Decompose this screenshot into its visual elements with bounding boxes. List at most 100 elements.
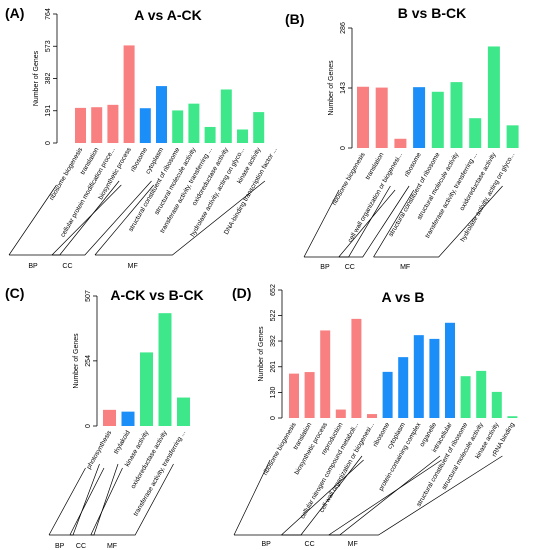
group-label-cc: CC — [305, 541, 315, 548]
bar-bp — [123, 45, 135, 143]
bar-bp — [351, 318, 362, 418]
y-tick-label: 382 — [45, 73, 52, 85]
y-axis-label: Number of Genes — [73, 333, 80, 389]
group-bracket-cc — [281, 455, 441, 536]
bar-cc — [398, 357, 409, 418]
y-tick-label: 573 — [45, 40, 52, 52]
bar-mf — [140, 352, 153, 426]
y-tick-label: 0 — [85, 424, 92, 428]
bar-cc — [121, 411, 135, 426]
bar-cc — [139, 108, 151, 143]
y-tick-label: 286 — [340, 22, 347, 34]
y-axis-label: Number of Genes — [33, 50, 40, 106]
y-axis-label: Number of Genes — [328, 60, 335, 116]
bar-bp — [357, 86, 369, 148]
bar-mf — [460, 376, 471, 418]
group-label-mf: MF — [400, 264, 410, 271]
bar-bp — [335, 409, 346, 418]
group-bracket-mf — [328, 455, 503, 536]
panel-label: (D) — [232, 285, 251, 301]
y-tick-label: 130 — [270, 387, 277, 399]
group-label-mf: MF — [348, 541, 358, 548]
chart-title: A vs A-CK — [134, 7, 201, 23]
bar-mf — [253, 112, 265, 143]
category-label: translation — [364, 151, 385, 181]
group-bracket-mf — [94, 180, 266, 256]
group-label-bp: BP — [55, 543, 65, 550]
bar-bp — [367, 414, 377, 418]
group-label-bp: BP — [261, 541, 271, 548]
category-label: thylakoid — [113, 429, 132, 455]
bar-mf — [188, 103, 200, 143]
bar-bp — [289, 373, 299, 418]
bar-bp — [103, 409, 116, 426]
bar-mf — [476, 370, 487, 418]
bar-mf — [507, 416, 518, 418]
y-tick-label: 764 — [45, 8, 52, 20]
bar-cc — [382, 371, 393, 418]
bar-bp — [75, 107, 86, 143]
chart-title: A-CK vs B-CK — [110, 287, 203, 303]
category-label: ribosome — [403, 151, 423, 178]
group-bracket-mf — [373, 185, 503, 258]
y-tick-label: 254 — [85, 355, 92, 367]
y-tick-label: 143 — [340, 82, 347, 94]
group-label-cc: CC — [76, 543, 86, 550]
group-bracket-cc — [51, 180, 152, 256]
group-label-bp: BP — [28, 263, 38, 270]
group-label-mf: MF — [128, 263, 138, 270]
bar-bp — [320, 330, 331, 418]
y-tick-label: 652 — [270, 284, 277, 296]
group-bracket-cc — [338, 185, 410, 258]
bar-mf — [431, 91, 444, 148]
y-tick-label: 0 — [45, 141, 52, 145]
group-label-cc: CC — [62, 263, 72, 270]
bar-cc — [156, 86, 167, 143]
bar-bp — [304, 372, 315, 418]
bar-mf — [506, 125, 519, 148]
chart-title: A vs B — [381, 289, 424, 305]
bar-bp — [394, 138, 407, 148]
panel-label: (A) — [5, 5, 24, 21]
bar-cc — [445, 322, 455, 418]
bar-mf — [469, 118, 482, 148]
bar-bp — [91, 107, 103, 143]
category-label: ribosome biogenesis — [48, 146, 84, 202]
bar-cc — [429, 338, 440, 418]
bar-cc — [413, 335, 424, 418]
group-bracket-mf — [90, 463, 174, 536]
chart-panel-1: (A) A vs A-CK 0 191 382 573 764 Number of Genes… — [5, 5, 279, 270]
bar-mf — [177, 397, 190, 426]
bar-mf — [450, 82, 463, 148]
y-tick-label: 191 — [45, 105, 52, 117]
y-tick-label: 0 — [270, 416, 277, 420]
category-label: ribosome biogenesis — [331, 151, 367, 207]
panel-label: (C) — [5, 285, 24, 301]
bar-mf — [204, 126, 216, 143]
bar-mf — [237, 129, 248, 143]
y-tick-label: 0 — [340, 146, 347, 150]
chart-title: B vs B-CK — [398, 5, 466, 21]
y-tick-label: 522 — [270, 310, 277, 322]
y-tick-label: 392 — [270, 335, 277, 347]
y-tick-label: 507 — [85, 290, 92, 302]
bar-mf — [487, 46, 500, 148]
bar-cc — [413, 87, 426, 148]
panel-label: (B) — [285, 11, 304, 27]
group-bracket-bp — [48, 463, 100, 536]
group-label-mf: MF — [107, 543, 117, 550]
bar-bp — [107, 104, 119, 143]
y-tick-label: 261 — [270, 361, 277, 373]
bar-mf — [220, 89, 232, 143]
y-axis-label: Number of Genes — [258, 326, 265, 382]
group-label-cc: CC — [345, 264, 355, 271]
bar-mf — [158, 313, 172, 426]
chart-panel-2: (B) B vs B-CK 0 143 286 Number of Genes riboso… — [285, 5, 519, 271]
bar-bp — [375, 87, 388, 148]
group-label-bp: BP — [320, 264, 330, 271]
chart-panel-4: (D) A vs B 0 130 261 392 522 652 Number of Genes… — [232, 284, 518, 548]
bar-mf — [491, 391, 502, 418]
bar-mf — [172, 110, 184, 143]
